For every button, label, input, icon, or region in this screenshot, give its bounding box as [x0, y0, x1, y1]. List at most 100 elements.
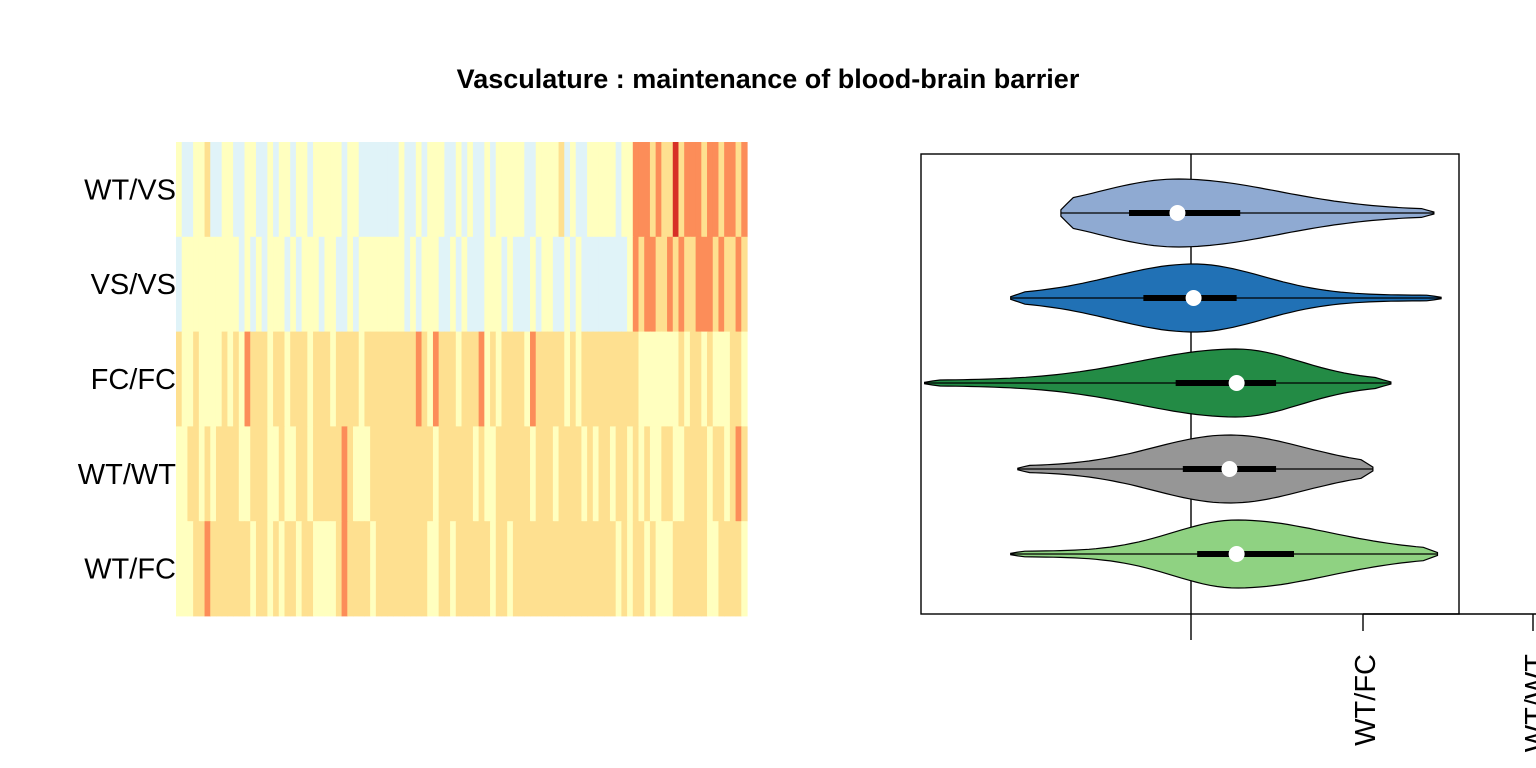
heatmap-cell: [176, 331, 183, 427]
heatmap-cell: [672, 236, 680, 332]
heatmap-cell: [707, 142, 714, 238]
heatmap-cell: [278, 331, 286, 427]
heatmap-cell: [210, 142, 217, 238]
heatmap-cell: [273, 142, 280, 238]
chart-title: Vasculature : maintenance of blood-brain…: [457, 64, 1080, 94]
heatmap-cell: [598, 426, 605, 522]
heatmap-cell: [455, 142, 463, 238]
heatmap-cell: [701, 236, 708, 332]
heatmap-cell: [478, 142, 485, 238]
heatmap-cell: [261, 142, 268, 238]
heatmap-cell: [324, 426, 331, 522]
heatmap-cell: [678, 426, 685, 522]
heatmap-cell: [381, 142, 388, 238]
heatmap-cell: [181, 142, 189, 238]
heatmap-cell: [701, 521, 708, 617]
heatmap-cell: [644, 521, 651, 617]
heatmap-cell: [392, 236, 400, 332]
heatmap-cell: [478, 426, 485, 522]
heatmap-cell: [587, 521, 594, 617]
heatmap-cell: [404, 331, 411, 427]
heatmap-cell: [490, 142, 497, 238]
heatmap-cell: [233, 331, 240, 427]
violin-plot-frame: [920, 153, 1460, 615]
heatmap-cell: [621, 426, 628, 522]
heatmap-cell: [707, 331, 714, 427]
heatmap-cell: [632, 426, 640, 522]
heatmap-cell: [524, 331, 531, 427]
heatmap-cell: [535, 426, 543, 522]
heatmap-cell: [387, 521, 394, 617]
heatmap-cell: [370, 142, 377, 238]
heatmap-row-labels: WT/VS VS/VS FC/FC WT/WT WT/FC: [78, 174, 177, 585]
heatmap-cell: [581, 426, 588, 522]
heatmap-cell: [569, 521, 577, 617]
heatmap-cell: [204, 142, 211, 238]
heatmap-cell: [176, 521, 183, 617]
heatmap-cell: [592, 142, 600, 238]
heatmap-cell: [358, 331, 366, 427]
heatmap-cell: [193, 426, 200, 522]
heatmap-cell: [569, 426, 577, 522]
bottom-axis: WT/FC WT/WT: [1350, 613, 1536, 752]
heatmap-cell: [672, 331, 680, 427]
heatmap-cell: [353, 236, 360, 332]
heatmap-cell: [330, 521, 337, 617]
heatmap-cell: [318, 142, 326, 238]
heatmap-cell: [541, 331, 548, 427]
heatmap-cell: [501, 521, 508, 617]
heatmap-cell: [649, 331, 657, 427]
heatmap-cell: [735, 142, 742, 238]
heatmap-cell: [490, 521, 497, 617]
heatmap-cell: [267, 426, 274, 522]
heatmap-cell: [181, 521, 189, 617]
heatmap-cell: [638, 426, 645, 522]
heatmap-cell: [375, 521, 383, 617]
heatmap-cell: [615, 142, 622, 238]
heatmap-cell: [478, 521, 485, 617]
heatmap-cell: [324, 331, 331, 427]
heatmap-cell: [198, 521, 206, 617]
heatmap-cell: [530, 236, 537, 332]
heatmap-cell: [238, 142, 246, 238]
heatmap-cell: [330, 331, 337, 427]
heatmap-cell: [358, 426, 366, 522]
heatmap-cell: [518, 521, 525, 617]
heatmap-cell: [330, 236, 337, 332]
heatmap-cell: [667, 142, 674, 238]
heatmap-cell: [604, 142, 611, 238]
heatmap-cell: [598, 521, 605, 617]
heatmap-cell: [467, 236, 474, 332]
violin-median-point: [1228, 375, 1245, 391]
heatmap-cell: [741, 521, 748, 617]
heatmap-cell: [638, 142, 645, 238]
heatmap-cell: [689, 142, 697, 238]
heatmap-cell: [324, 142, 331, 238]
heatmap-cell: [450, 331, 457, 427]
heatmap-cell: [592, 236, 600, 332]
heatmap-cell: [558, 426, 565, 522]
heatmap-cell: [729, 426, 737, 522]
heatmap-cell: [632, 331, 640, 427]
heatmap-cell: [712, 521, 720, 617]
heatmap-cell: [398, 521, 405, 617]
heatmap-cell: [615, 236, 622, 332]
heatmap-cell: [313, 142, 320, 238]
heatmap-cell: [307, 142, 314, 238]
heatmap-cell: [735, 236, 742, 332]
heatmap-cell: [569, 142, 577, 238]
heatmap-cell: [587, 426, 594, 522]
heatmap-cell: [741, 331, 748, 427]
heatmap-cell: [724, 142, 731, 238]
heatmap-cell: [672, 142, 680, 238]
violin-panel: [920, 153, 1460, 640]
heatmap-cell: [695, 236, 702, 332]
heatmap-cell: [655, 331, 662, 427]
heatmap-cell: [444, 142, 451, 238]
heatmap-cell: [461, 236, 468, 332]
heatmap-cell: [661, 331, 668, 427]
heatmap-cell: [724, 331, 731, 427]
heatmap-cell: [204, 331, 211, 427]
heatmap-cell: [575, 426, 583, 522]
heatmap-cell: [198, 236, 206, 332]
